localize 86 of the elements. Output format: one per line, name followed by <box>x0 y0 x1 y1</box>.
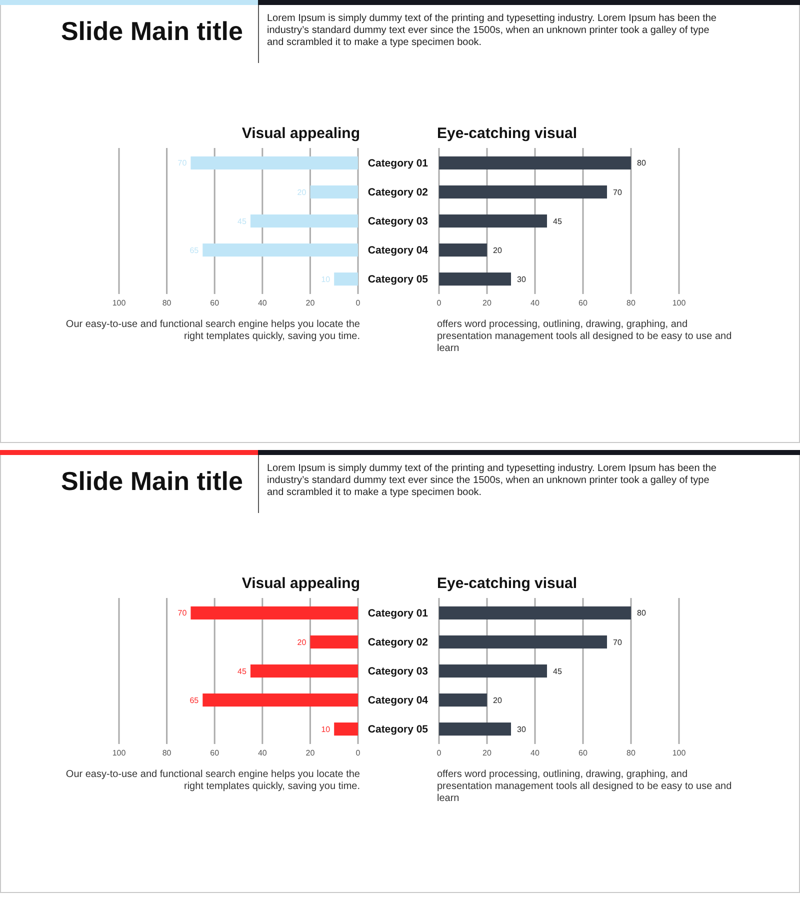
x-tick-label: 0 <box>356 298 361 308</box>
x-tick-label: 20 <box>306 298 316 308</box>
x-tick-label: 20 <box>306 748 316 758</box>
data-label: 45 <box>553 216 562 226</box>
bar <box>439 156 631 170</box>
bar <box>202 693 358 707</box>
y-tick-label: Category 02 <box>368 186 428 199</box>
data-label: 20 <box>297 188 307 197</box>
x-tick-label: 20 <box>482 298 492 308</box>
y-tick-label: Category 05 <box>368 274 428 286</box>
y-tick-label: Category 03 <box>368 666 428 678</box>
x-tick-label: 80 <box>626 298 636 308</box>
x-tick-label: 0 <box>436 298 442 308</box>
bar <box>439 635 607 649</box>
x-tick-label: 60 <box>210 298 220 308</box>
x-tick-label: 60 <box>578 298 588 308</box>
bar <box>310 185 358 199</box>
x-tick-label: 80 <box>626 748 636 758</box>
text: offers word processing, outlining, drawing, graphing, and presentation management tools all designed to be easy to use and learn <box>437 769 732 804</box>
data-label: 70 <box>613 638 622 647</box>
y-tick-label: Category 01 <box>368 158 428 170</box>
bar <box>310 635 358 649</box>
x-tick-label: 0 <box>356 748 361 758</box>
x-tick-label: 100 <box>672 748 686 758</box>
data-label: 20 <box>493 696 502 705</box>
data-label: 45 <box>553 666 562 676</box>
x-tick-label: 40 <box>258 748 268 758</box>
text: Lorem Ipsum is simply dummy text of the printing and typesetting industry. Lorem Ipsum has been the industry’s standard dummy text ever since the 1500s, when an unknown printer took a galley of type and scrambled it to make a type specimen book. <box>267 13 717 48</box>
data-label: 80 <box>637 608 646 618</box>
x-tick-label: 60 <box>578 748 588 758</box>
data-label: 10 <box>321 274 331 284</box>
text: Lorem Ipsum is simply dummy text of the printing and typesetting industry. Lorem Ipsum has been the industry’s standard dummy text ever since the 1500s, when an unknown printer took a galley of type and scrambled it to make a type specimen book. <box>267 463 717 498</box>
y-tick-label: Category 01 <box>368 608 428 620</box>
bar <box>439 664 547 678</box>
text: Our easy-to-use and functional search engine helps you locate the right templates quickly, saving you time. <box>66 319 360 342</box>
text: Slide Main title <box>60 466 243 496</box>
x-tick-label: 60 <box>210 748 220 758</box>
x-tick-label: 40 <box>530 748 540 758</box>
y-tick-label: Category 03 <box>368 216 428 228</box>
data-label: 45 <box>238 216 247 226</box>
bar <box>190 156 358 170</box>
x-tick-label: 100 <box>672 298 686 308</box>
text: offers word processing, outlining, drawing, graphing, and presentation management tools all designed to be easy to use and learn <box>437 319 732 354</box>
data-label: 80 <box>637 158 646 168</box>
bar <box>334 272 358 286</box>
data-label: 20 <box>493 246 502 255</box>
bar <box>439 243 487 257</box>
chart-title: Visual appealing <box>242 575 360 592</box>
bar <box>439 606 631 620</box>
data-label: 30 <box>517 724 526 734</box>
data-label: 45 <box>238 666 247 676</box>
bar <box>202 243 358 257</box>
bar <box>439 722 511 736</box>
bar <box>250 664 358 678</box>
x-tick-label: 100 <box>112 748 126 758</box>
bar <box>439 214 547 228</box>
chart-title: Visual appealing <box>242 125 360 142</box>
data-label: 30 <box>517 274 526 284</box>
bar <box>250 214 358 228</box>
text: Slide Main title <box>60 16 243 46</box>
chart-title: Eye-catching visual <box>437 575 578 592</box>
y-tick-label: Category 04 <box>368 694 428 707</box>
data-label: 10 <box>321 724 331 734</box>
data-label: 65 <box>190 246 200 255</box>
y-tick-label: Category 04 <box>368 244 428 257</box>
x-tick-label: 80 <box>162 298 172 308</box>
chart-title: Eye-catching visual <box>437 125 578 142</box>
x-tick-label: 20 <box>482 748 492 758</box>
data-label: 65 <box>190 696 200 705</box>
x-tick-label: 80 <box>162 748 172 758</box>
data-label: 70 <box>178 608 188 618</box>
x-tick-label: 0 <box>436 748 442 758</box>
y-tick-label: Category 02 <box>368 636 428 649</box>
data-label: 70 <box>178 158 188 168</box>
bar <box>334 722 358 736</box>
x-tick-label: 100 <box>112 298 126 308</box>
x-tick-label: 40 <box>530 298 540 308</box>
bar <box>439 693 487 707</box>
bar <box>439 185 607 199</box>
y-tick-label: Category 05 <box>368 724 428 736</box>
data-label: 70 <box>613 188 622 197</box>
text: Our easy-to-use and functional search engine helps you locate the right templates quickly, saving you time. <box>66 769 360 792</box>
bar <box>439 272 511 286</box>
bar <box>190 606 358 620</box>
data-label: 20 <box>297 638 307 647</box>
x-tick-label: 40 <box>258 298 268 308</box>
